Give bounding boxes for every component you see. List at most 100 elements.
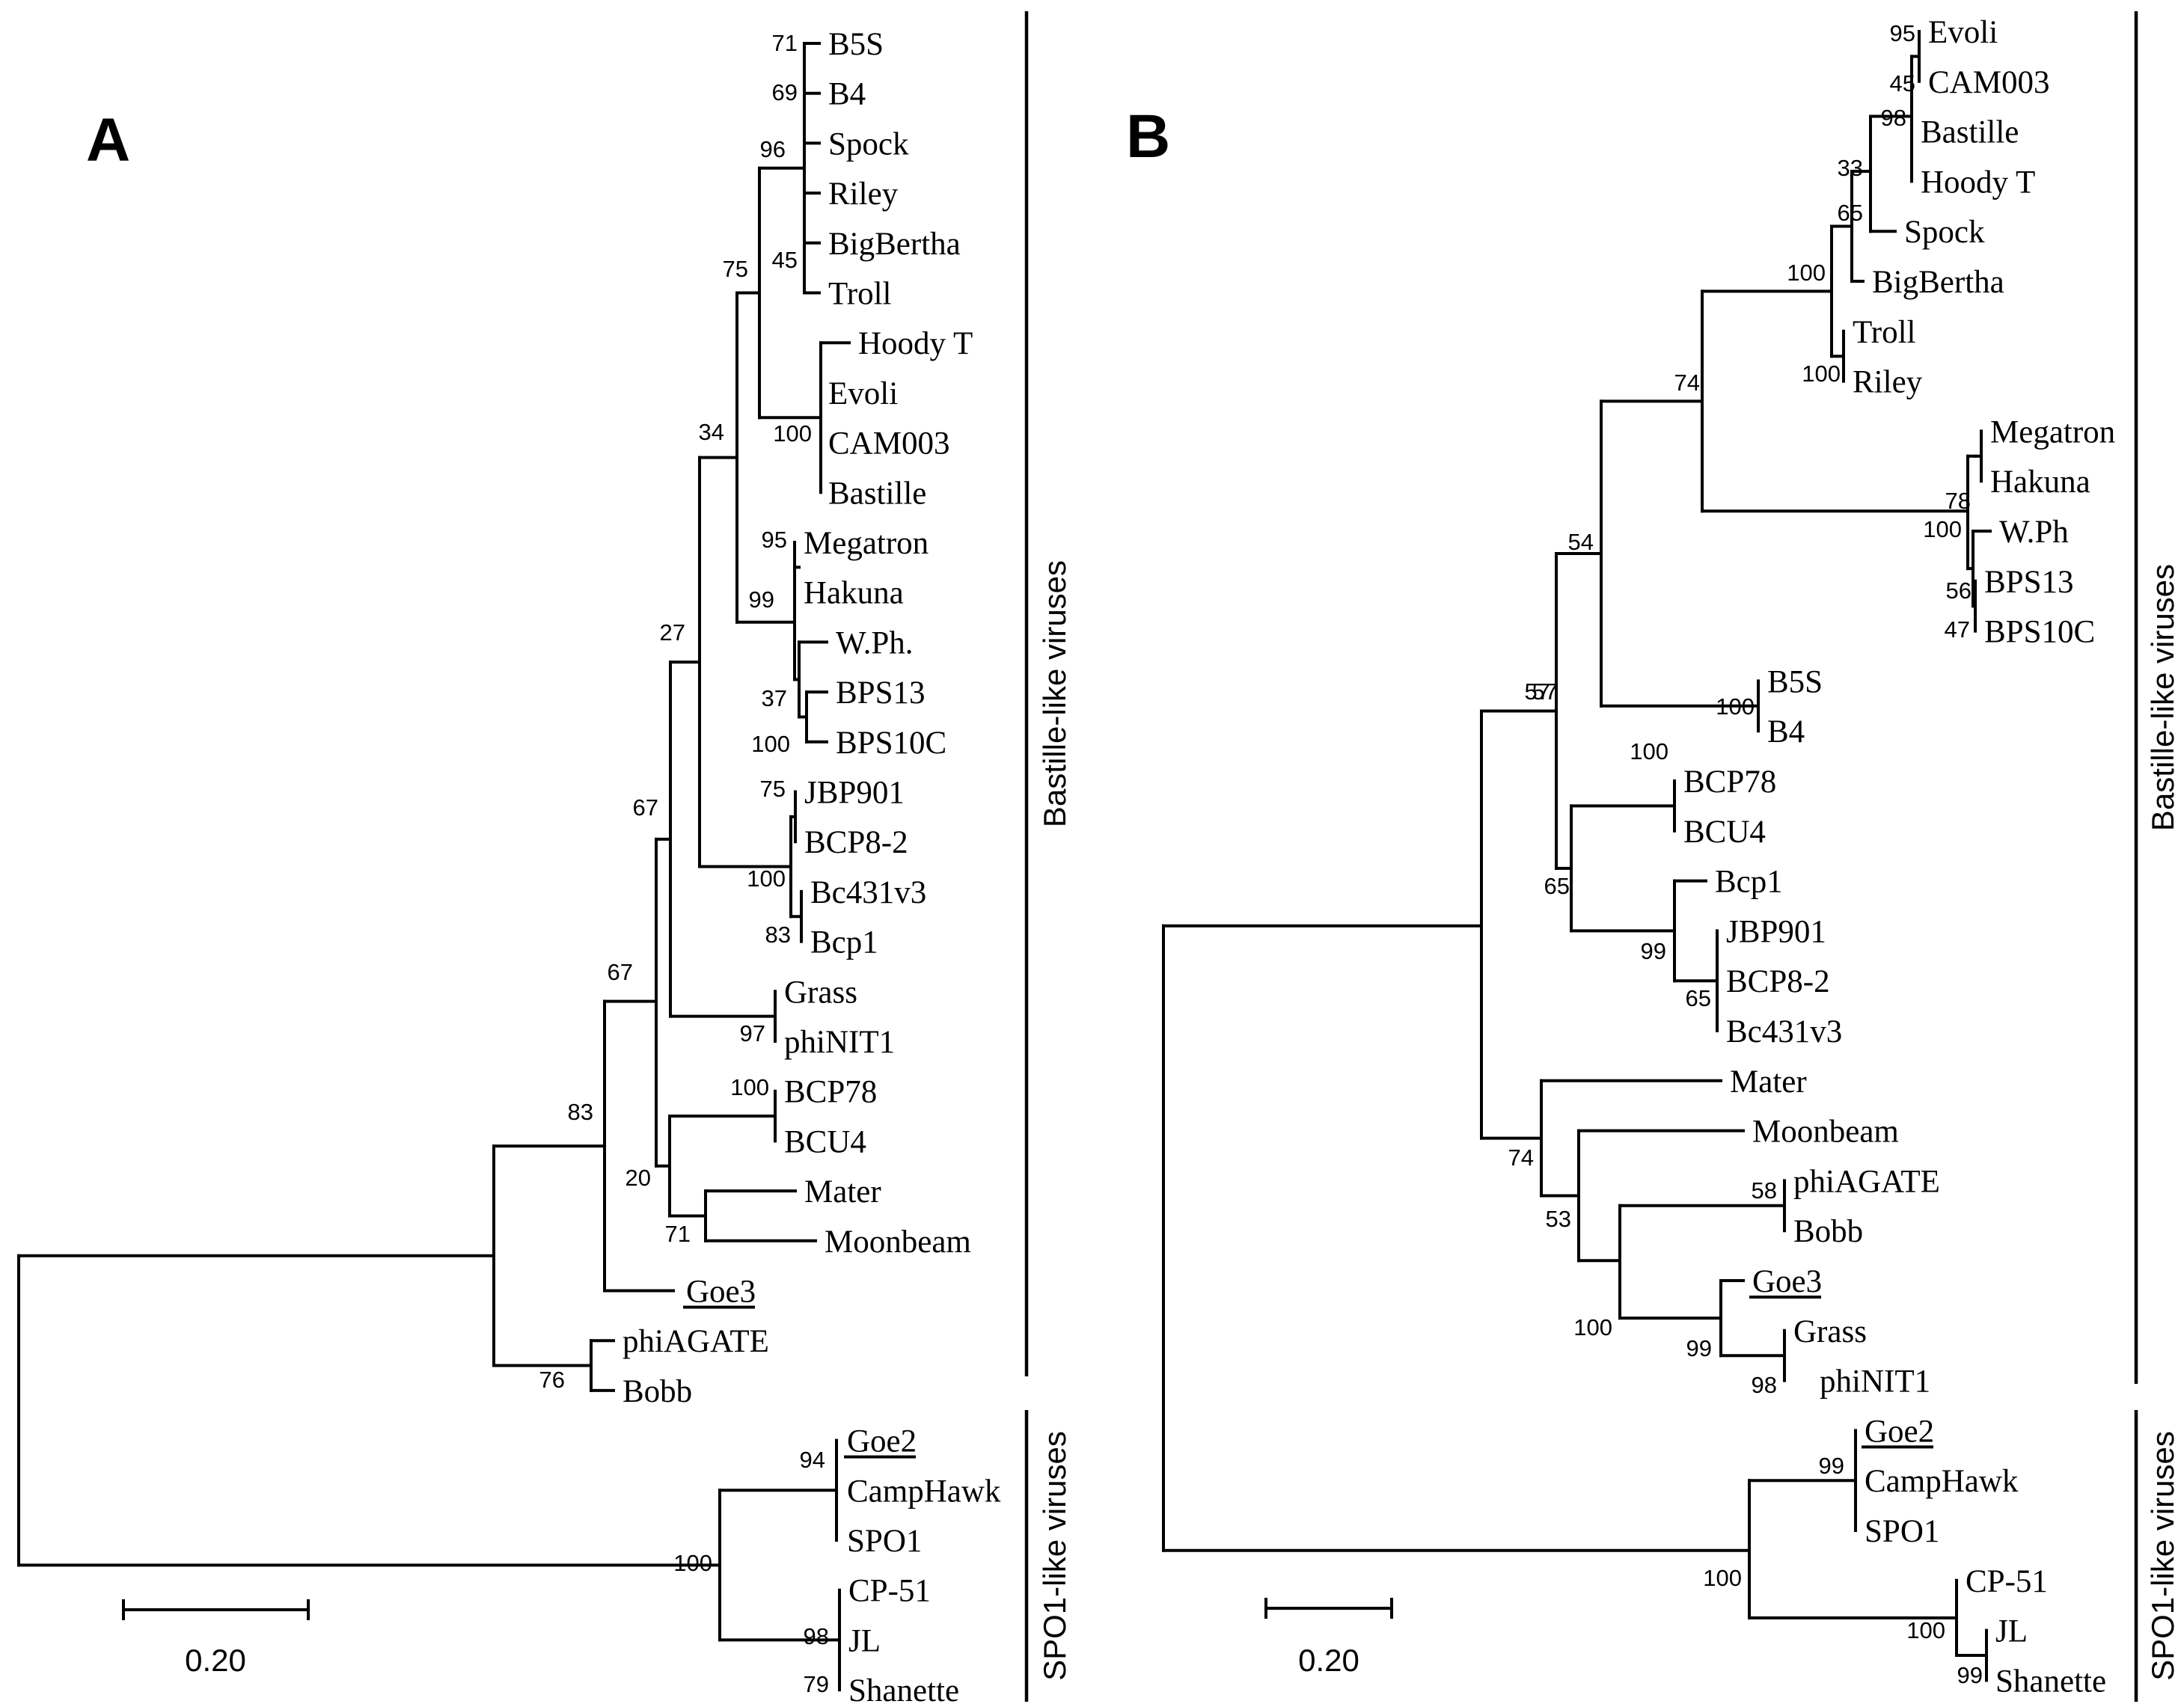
leaf-grass: Grass xyxy=(1793,1314,1867,1349)
bootstrap-value: 100 xyxy=(1923,516,1962,542)
leaf-hoody-t: Hoody T xyxy=(1921,165,2035,200)
bootstrap-value: 99 xyxy=(1686,1335,1712,1361)
bootstrap-value: 99 xyxy=(1819,1453,1844,1479)
bootstrap-value: 98 xyxy=(1752,1372,1777,1398)
group-label-bastille-like-viruses: Bastille-like viruses xyxy=(2145,564,2180,831)
bootstrap-value: 78 xyxy=(1945,488,1971,514)
bootstrap-value: 96 xyxy=(760,136,786,162)
leaf-jbp901: JBP901 xyxy=(804,776,905,811)
group-label-spo1-like-viruses: SPO1-like viruses xyxy=(1037,1431,1072,1681)
leaf-bigbertha: BigBertha xyxy=(1872,265,2004,300)
panel-label-a: A xyxy=(86,106,130,174)
leaf-bcp8-2: BCP8-2 xyxy=(1726,964,1830,999)
leaf-cam003: CAM003 xyxy=(1928,65,2049,100)
bootstrap-value: 100 xyxy=(1906,1617,1945,1643)
bootstrap-value: 34 xyxy=(699,419,724,445)
bootstrap-value: 100 xyxy=(1630,738,1668,764)
bootstrap-value: 27 xyxy=(660,619,685,646)
leaf-b4: B4 xyxy=(1767,714,1805,750)
bootstrap-value: 98 xyxy=(1881,105,1906,131)
bootstrap-value: 75 xyxy=(723,256,748,282)
leaf-phinit1: phiNIT1 xyxy=(784,1025,895,1060)
bootstrap-value: 83 xyxy=(765,922,791,948)
leaf-bigbertha: BigBertha xyxy=(828,227,961,262)
leaf-mater: Mater xyxy=(1730,1064,1807,1100)
leaf-bc431v3: Bc431v3 xyxy=(810,875,926,910)
leaf-cam003: CAM003 xyxy=(828,426,949,462)
scale-bar-label: 0.20 xyxy=(1298,1643,1359,1678)
bootstrap-value: 57 xyxy=(1525,678,1550,705)
leaf-cp-51: CP-51 xyxy=(848,1574,931,1609)
leaf-bastille: Bastille xyxy=(828,476,926,511)
bootstrap-value: 100 xyxy=(747,865,786,892)
leaf-goe3: Goe3 xyxy=(1752,1264,1822,1299)
leaf-jl: JL xyxy=(848,1623,881,1658)
leaf-bps13: BPS13 xyxy=(1984,565,2074,600)
leaf-camphawk: CampHawk xyxy=(1865,1464,2019,1499)
leaf-riley: Riley xyxy=(1853,365,1923,400)
leaf-bobb: Bobb xyxy=(623,1374,692,1409)
bootstrap-value: 76 xyxy=(539,1367,565,1393)
tree-panel-b: Evoli CAM003 Bastille Hoody T Spock BigBertha… xyxy=(1126,11,2180,1702)
leaf-bcp1: Bcp1 xyxy=(1715,865,1783,900)
leaf-hakuna: Hakuna xyxy=(1990,465,2090,500)
bootstrap-value: 45 xyxy=(772,247,798,273)
bootstrap-value: 47 xyxy=(1945,616,1970,643)
bootstrap-value: 74 xyxy=(1508,1144,1534,1171)
bootstrap-value: 100 xyxy=(1716,693,1755,720)
bootstrap-value: 54 xyxy=(1568,529,1594,555)
bootstrap-value: 97 xyxy=(740,1020,765,1046)
leaf-jl: JL xyxy=(1995,1614,2028,1649)
leaf-troll: Troll xyxy=(1853,315,1916,350)
leaf-hoody-t: Hoody T xyxy=(858,326,973,361)
leaf-spo1: SPO1 xyxy=(847,1524,922,1559)
bootstrap-value: 33 xyxy=(1838,155,1863,181)
bootstrap-value: 65 xyxy=(1686,985,1711,1011)
bootstrap-value: 99 xyxy=(1957,1662,1983,1688)
leaf-bc431v3: Bc431v3 xyxy=(1726,1014,1842,1049)
leaf-phiagate: phiAGATE xyxy=(1793,1164,1940,1199)
bootstrap-value: 65 xyxy=(1544,873,1570,899)
bootstrap-value: 83 xyxy=(568,1099,593,1125)
bootstrap-value: 94 xyxy=(800,1447,825,1473)
leaf-megatron: Megatron xyxy=(1990,414,2115,450)
bootstrap-value: 71 xyxy=(772,30,798,56)
bootstrap-value: 100 xyxy=(673,1550,712,1576)
leaf-b5s: B5S xyxy=(1767,664,1823,699)
leaf-goe2: Goe2 xyxy=(847,1424,917,1459)
bootstrap-value: 65 xyxy=(1838,200,1863,226)
leaf-b5s: B5S xyxy=(828,27,884,62)
bootstrap-value: 75 xyxy=(760,776,786,802)
leaf-bps10c: BPS10C xyxy=(1984,615,2095,650)
leaf-jbp901: JBP901 xyxy=(1726,914,1826,949)
tree-panel-a: B5S B4 Spock Riley BigBertha Troll Hoody T Evol… xyxy=(17,11,1072,1704)
leaf-hakuna: Hakuna xyxy=(804,576,904,611)
leaf-spock: Spock xyxy=(1904,215,1985,250)
leaf-riley: Riley xyxy=(828,177,899,212)
leaf-bastille: Bastille xyxy=(1921,115,2019,150)
branches-b xyxy=(1162,30,1992,1682)
leaf-evoli: Evoli xyxy=(1928,15,1998,50)
leaf-shanette: Shanette xyxy=(848,1673,959,1704)
bootstrap-value: 99 xyxy=(1641,938,1666,964)
bootstrap-value: 67 xyxy=(633,794,658,821)
bootstrap-value: 100 xyxy=(751,731,790,757)
group-label-spo1-like-viruses: SPO1-like viruses xyxy=(2145,1431,2180,1681)
bootstrap-value: 100 xyxy=(1787,260,1826,286)
bootstrap-value: 100 xyxy=(773,420,812,447)
bootstrap-value: 58 xyxy=(1752,1177,1777,1204)
leaf-spo1: SPO1 xyxy=(1865,1514,1939,1549)
bootstrap-value: 98 xyxy=(804,1623,829,1649)
bootstrap-value: 69 xyxy=(772,79,798,105)
bootstrap-value: 67 xyxy=(608,959,633,985)
bootstrap-value: 74 xyxy=(1674,370,1700,396)
scale-bar-label: 0.20 xyxy=(185,1643,246,1678)
leaf-cp-51: CP-51 xyxy=(1966,1564,2048,1599)
leaf-w-ph: W.Ph. xyxy=(836,625,914,661)
leaf-megatron: Megatron xyxy=(804,526,929,561)
leaf-troll: Troll xyxy=(828,277,892,312)
leaf-bcu4: BCU4 xyxy=(784,1124,866,1159)
bootstrap-value: 56 xyxy=(1946,577,1972,604)
leaf-w-ph: W.Ph xyxy=(1999,515,2069,550)
